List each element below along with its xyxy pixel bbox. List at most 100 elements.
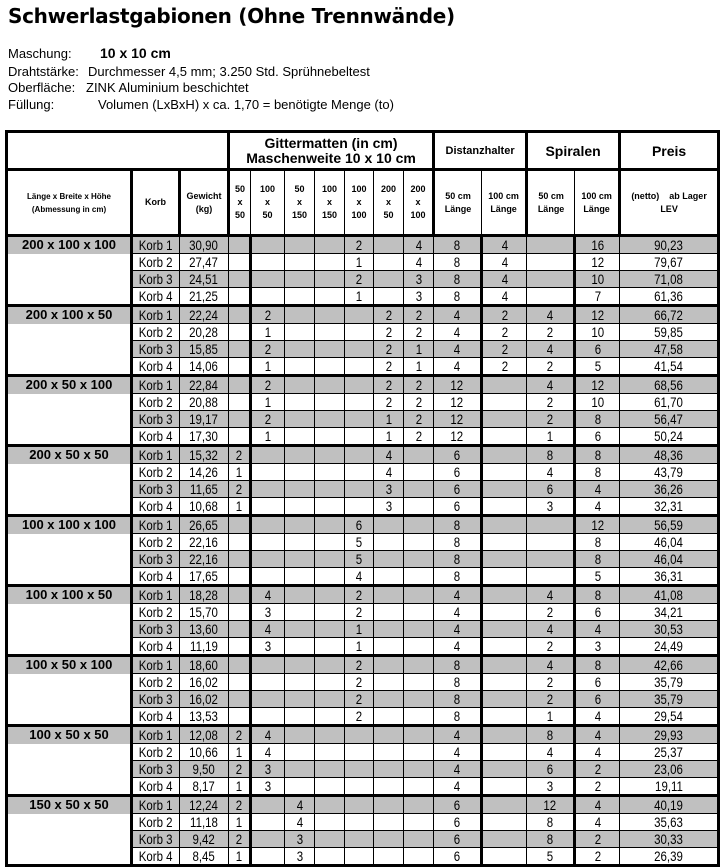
gewicht-value: 27,47 xyxy=(189,254,219,270)
matte-100x150-cell xyxy=(314,323,345,341)
gittermatten-title: Gittermatten (in cm) xyxy=(264,134,398,151)
dist-100-cell xyxy=(481,760,528,778)
spir-50-cell xyxy=(526,533,577,551)
matte-50x150-value: 4 xyxy=(296,814,303,830)
dist-50-cell: 6 xyxy=(433,445,484,464)
preis-cell: 26,39 xyxy=(619,847,721,867)
dist-100-cell xyxy=(481,725,528,744)
matte-200x100-cell: 4 xyxy=(402,235,435,254)
table-row: Korb 4 8,45 1 3 6 5 2 26,39 xyxy=(5,847,721,867)
preis-cell: 79,67 xyxy=(619,253,721,271)
dist-50-cell: 8 xyxy=(433,533,484,551)
korb-cell: Korb 4 xyxy=(131,847,180,867)
dist-100-value: 4 xyxy=(501,271,508,287)
dist-50-value: 6 xyxy=(453,481,461,497)
header-matte-100x150: 100 x 150 xyxy=(314,169,345,237)
spir-50-value: 4 xyxy=(546,621,554,637)
spir-100-cell: 4 xyxy=(574,497,621,517)
korb-value: Korb 3 xyxy=(138,341,173,357)
spir-50-cell xyxy=(526,515,577,534)
gewicht-cell: 9,50 xyxy=(179,760,229,778)
preis-cell: 30,53 xyxy=(619,620,721,638)
preis-cell: 59,85 xyxy=(619,323,721,341)
matte-200x100-cell xyxy=(402,637,435,657)
dist-50-value: 8 xyxy=(453,657,461,673)
matte-size-part: x xyxy=(415,197,421,207)
dist-100-cell: 2 xyxy=(481,323,528,341)
matte-100x50-cell xyxy=(250,813,285,831)
preis-value: 59,85 xyxy=(654,324,683,340)
preis-value: 34,21 xyxy=(654,604,683,620)
matte-100x50-value: 4 xyxy=(264,727,272,743)
spir-100-value: 4 xyxy=(594,498,601,514)
dist-50-cell: 12 xyxy=(433,375,484,394)
dist-50-cell: 8 xyxy=(433,270,484,288)
matte-100x100-value: 6 xyxy=(355,517,363,533)
matte-100x100-cell: 2 xyxy=(344,235,374,254)
gewicht-label: Gewicht xyxy=(186,190,222,201)
matte-50x50-cell: 1 xyxy=(228,813,252,831)
gewicht-cell: 8,45 xyxy=(179,847,229,867)
matte-200x100-cell xyxy=(402,830,435,848)
header-korb: Korb xyxy=(131,169,181,237)
gewicht-value: 15,32 xyxy=(189,447,219,463)
gewicht-value: 21,25 xyxy=(189,288,219,304)
dimension-cell xyxy=(5,690,133,708)
korb-value: Korb 3 xyxy=(138,551,173,567)
korb-cell: Korb 1 xyxy=(131,235,180,254)
matte-200x50-value: 3 xyxy=(385,481,392,497)
matte-50x50-value: 2 xyxy=(235,797,243,813)
table-row: 150 x 50 x 50 Korb 1 12,24 2 4 6 12 4 40,19 xyxy=(5,795,721,814)
spir-50-cell xyxy=(526,270,577,288)
dist-100-cell: 4 xyxy=(481,270,528,288)
table-row: 200 x 50 x 50 Korb 1 15,32 2 4 6 8 8 48,36 xyxy=(5,445,721,464)
matte-200x100-cell: 2 xyxy=(402,305,435,324)
dim-unit: (Abmessung in cm) xyxy=(31,204,107,214)
korb-cell: Korb 2 xyxy=(131,393,180,411)
table-row: Korb 2 14,26 1 4 6 4 8 43,79 xyxy=(5,463,721,481)
matte-200x100-cell xyxy=(402,673,435,691)
korb-value: Korb 3 xyxy=(138,621,173,637)
dist-50-value: 8 xyxy=(453,271,461,287)
table-row: Korb 2 11,18 1 4 6 8 4 35,63 xyxy=(5,813,721,831)
matte-200x100-value: 2 xyxy=(415,428,422,444)
spir-50-cell: 2 xyxy=(526,690,577,708)
dist-50-cell: 12 xyxy=(433,427,484,447)
spir-100-cell: 6 xyxy=(574,673,621,691)
dist-50-cell: 4 xyxy=(433,620,484,638)
matte-100x50-cell xyxy=(250,707,285,727)
dimension-cell xyxy=(5,480,133,498)
table-row: Korb 4 13,53 2 8 1 4 29,54 xyxy=(5,707,721,727)
matte-size-part: 100 xyxy=(351,184,367,194)
dimension-cell: 200 x 100 x 50 xyxy=(5,305,133,324)
matte-200x100-value: 4 xyxy=(415,254,422,270)
preis-value: 48,36 xyxy=(654,447,683,463)
spir-100-value: 4 xyxy=(594,481,601,497)
table-row: Korb 4 10,68 1 3 6 3 4 32,31 xyxy=(5,497,721,517)
header-preis: Preis xyxy=(619,130,721,171)
dimension-cell xyxy=(5,410,133,428)
matte-100x100-cell: 2 xyxy=(344,585,374,604)
info-oberflaeche: Oberfläche: ZINK Aluminium beschichtet xyxy=(8,80,249,95)
spir-100-cell: 5 xyxy=(574,357,621,377)
table-row: 200 x 100 x 50 Korb 1 22,24 2 2 2 4 2 4 12 66,72 xyxy=(5,305,721,324)
table-row: Korb 3 19,17 2 1 2 12 2 8 56,47 xyxy=(5,410,721,428)
dimension-cell xyxy=(5,777,133,797)
preis-value: 90,23 xyxy=(654,237,683,253)
spir-100-cell: 5 xyxy=(574,567,621,587)
spir-50-value: 4 xyxy=(546,744,554,760)
matte-50x150-cell xyxy=(284,515,315,534)
korb-cell: Korb 2 xyxy=(131,673,180,691)
matte-100x100-cell xyxy=(344,813,374,831)
matte-size-part: 100 xyxy=(351,210,367,220)
matte-100x150-cell xyxy=(314,375,345,394)
spir-50-value: 2 xyxy=(546,411,554,427)
matte-100x150-cell xyxy=(314,305,345,324)
matte-100x50-cell xyxy=(250,795,285,814)
matte-50x50-cell xyxy=(228,585,252,604)
matte-50x150-value: 3 xyxy=(296,848,303,864)
matte-200x100-cell xyxy=(402,567,435,587)
matte-100x50-value: 2 xyxy=(264,377,272,393)
page-title: Schwerlastgabionen (Ohne Trennwände) xyxy=(8,4,455,28)
dist-50-value: 12 xyxy=(450,394,464,410)
